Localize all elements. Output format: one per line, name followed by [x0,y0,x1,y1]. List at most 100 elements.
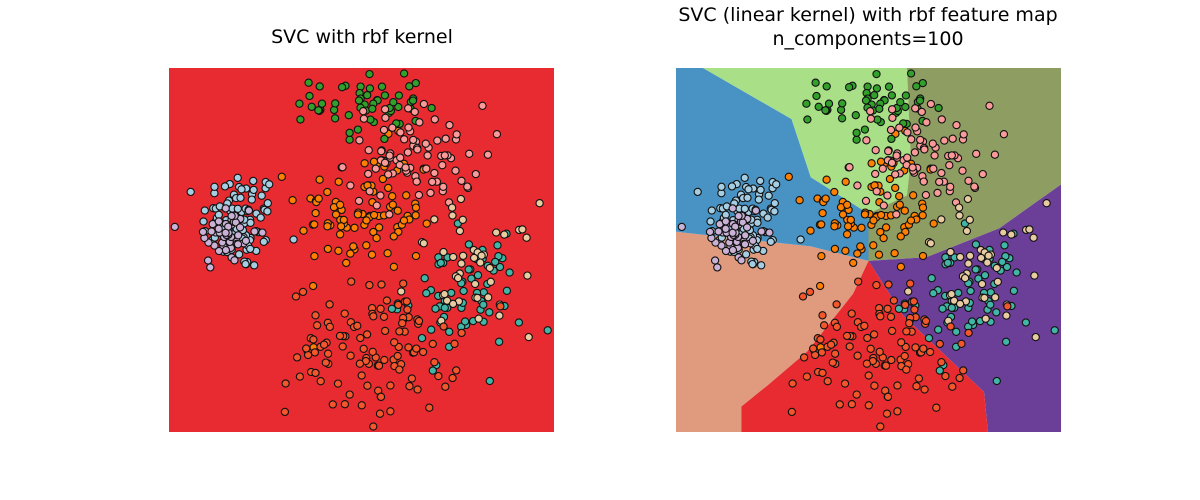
scatter-point-c_green [354,96,364,105]
scatter-point-c_orange [918,211,927,220]
scatter-point-c_orange [879,233,888,243]
scatter-point-c_teal [929,289,938,298]
scatter-point-c_pink [483,150,493,159]
scatter-point-c_teal [387,304,397,313]
scatter-point-c_green [861,96,871,105]
scatter-point-c_green [296,115,305,124]
scatter-point-c_tan [474,314,483,323]
scatter-point-c_teal [894,304,904,313]
scatter-point-c_red_orange [291,292,301,301]
scatter-point-c_pink [888,113,897,122]
scatter-point-c_purple_light [235,223,245,232]
scatter-point-c_orange [909,191,918,200]
scatter-point-c_purple_light [233,240,243,249]
scatter-point-c_pink [451,166,460,175]
scatter-point-c_purple_light [241,236,251,245]
scatter-point-c_orange [422,219,431,228]
scatter-point-c_teal [447,288,456,298]
scatter-point-c_teal [495,262,505,272]
scatter-point-c_green [394,91,404,100]
scatter-point-c_lightblue [770,199,779,208]
scatter-point-c_orange [310,220,319,229]
scatter-point-c_red_orange [955,373,964,383]
scatter-point-c_orange [277,172,286,181]
scatter-point-c_orange [918,203,928,212]
scatter-point-c_tan [476,258,485,267]
scatter-point-c_purple_light [742,223,752,232]
scatter-point-c_pink [388,123,397,132]
scatter-point-c_purple_light [214,217,223,226]
scatter-point-c_red_orange [380,326,390,336]
scatter-point-c_pink [372,201,381,210]
scatter-point-c_orange [860,210,870,219]
scatter-point-c_tan [965,251,975,260]
scatter-point-c_red_orange [893,381,902,390]
scatter-point-c_tan [926,239,935,248]
scatter-point-c_red_orange [425,403,434,412]
scatter-point-c_tan [500,230,509,239]
scatter-point-c_pink [866,114,876,123]
scatter-point-c_green [427,103,436,113]
scatter-point-c_red_orange [881,361,891,370]
scatter-point-c_red_orange [948,382,957,391]
scatter-point-c_pink [928,139,937,148]
scatter-point-c_red_orange [852,390,861,399]
scatter-point-c_teal [1001,337,1011,346]
scatter-point-c_teal [943,258,952,268]
scatter-point-c_red_orange [853,351,862,360]
scatter-point-c_orange [346,249,355,258]
scatter-point-c_teal [417,333,427,343]
scatter-point-c_tan [992,263,1001,273]
scatter-point-c_purple_light [214,246,224,256]
scatter-point-c_orange [896,262,906,271]
scatter-point-c_green [872,84,882,93]
scatter-point-c_pink [441,134,450,143]
scatter-point-c_pink [892,151,901,160]
scatter-point-c_red_orange [328,400,337,409]
scatter-point-c_tan [980,293,989,303]
scatter-point-c_red_orange [281,379,290,388]
scatter-point-c_orange [841,177,850,186]
scatter-point-c_red_orange [897,338,906,347]
scatter-point-c_red_orange [946,322,955,331]
scatter-point-c_pink [866,107,875,116]
scatter-point-c_lightblue [233,173,242,182]
scatter-point-c_tan [469,253,479,263]
scatter-point-c_red_orange [921,316,931,326]
scatter-point-c_red_orange [412,344,421,353]
scatter-point-c_green [399,69,409,78]
scatter-point-c_tan [947,289,956,299]
scatter-point-c_green [884,82,894,91]
scatter-point-c_tan [495,311,504,320]
scatter-point-c_green [901,102,910,112]
scatter-point-c_pink [354,196,364,206]
scatter-point-c_green [363,91,372,100]
scatter-point-c_green [365,84,375,93]
scatter-point-c_red_orange [910,305,919,314]
scatter-point-c_tan [991,293,1000,302]
scatter-point-c_pink [886,125,896,135]
scatter-point-c_tan [1031,332,1040,342]
scatter-point-c_tan [960,273,970,283]
scatter-point-c_lightblue [772,180,781,189]
scatter-point-c_pink [985,101,994,110]
scatter-point-c_green [852,128,861,137]
scatter-point-c_pink [952,120,961,130]
scatter-point-c_red_orange [430,358,439,367]
scatter-point-c_pink [926,99,936,109]
scatter-point-c_lightblue [706,217,715,226]
scatter-point-c_teal [966,286,975,296]
scatter-point-c_tan [477,251,486,260]
scatter-point-c_orange [310,251,319,261]
scatter-point-c_orange [874,250,884,259]
scatter-point-c_orange [374,223,384,232]
scatter-point-c_pink [970,182,979,191]
scatter-point-c_lightblue [233,204,242,213]
scatter-point-c_pink [964,176,973,185]
scatter-point-c_teal [422,289,431,298]
scatter-point-c_red_orange [311,311,320,320]
scatter-point-c_orange [906,216,916,225]
scatter-point-c_pink [430,168,439,178]
scatter-point-c_red_orange [450,339,459,348]
scatter-point-c_tan [397,287,406,296]
